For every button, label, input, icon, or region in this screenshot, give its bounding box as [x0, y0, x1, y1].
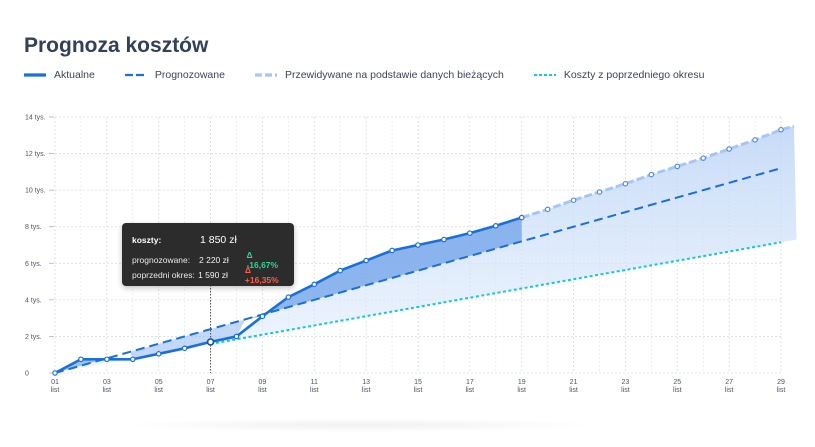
x-tick-label: 01 — [51, 379, 59, 386]
x-tick-sublabel: list — [569, 387, 578, 394]
data-point-aktualne — [389, 247, 395, 254]
legend-item-prognozowane[interactable]: Prognozowane — [124, 69, 225, 81]
x-tick-label: 11 — [311, 379, 318, 386]
x-tick-label: 21 — [570, 379, 578, 386]
data-point-aktualne — [181, 345, 188, 352]
x-tick-sublabel: list — [51, 387, 60, 394]
x-tick-sublabel: list — [414, 387, 423, 394]
x-tick-label: 17 — [466, 379, 474, 386]
data-point-aktualne — [518, 214, 525, 221]
x-tick-sublabel: list — [725, 387, 734, 394]
x-tick-sublabel: list — [673, 387, 682, 394]
legend-item-przewidywane[interactable]: Przewidywane na podstawie danych bieżący… — [254, 69, 504, 81]
data-point-aktualne — [337, 267, 344, 274]
x-tick-label: 23 — [622, 379, 630, 386]
x-tick-sublabel: list — [258, 387, 267, 394]
x-tick-sublabel: list — [517, 387, 526, 394]
legend-swatch-solid-icon — [24, 73, 46, 77]
x-tick-sublabel: list — [777, 387, 786, 394]
data-point-przewidywane — [778, 127, 784, 133]
x-tick-sublabel: list — [466, 387, 475, 394]
y-tick-label: 6 tys. — [25, 261, 42, 268]
data-point-aktualne — [415, 242, 421, 248]
data-point-aktualne — [311, 281, 318, 288]
legend-item-aktualne[interactable]: Aktualne — [24, 69, 95, 81]
tooltip-label: poprzedni okres: — [132, 270, 195, 280]
data-point-aktualne — [492, 223, 499, 229]
data-point-przewidywane — [674, 163, 681, 170]
x-tick-label: 15 — [414, 379, 422, 386]
data-point-aktualne — [155, 350, 162, 357]
x-tick-sublabel: list — [154, 387, 163, 394]
x-tick-label: 03 — [103, 379, 111, 386]
data-point-aktualne — [104, 356, 110, 363]
data-point-aktualne — [206, 338, 215, 346]
legend-label: Koszty z poprzedniego okresu — [563, 69, 705, 81]
data-point-przewidywane — [570, 197, 577, 203]
chart-shadow — [120, 418, 600, 432]
series-line-przewidywane — [521, 124, 795, 220]
legend-item-poprzedni-okres[interactable]: Koszty z poprzedniego okresu — [533, 69, 705, 81]
x-tick-label: 29 — [777, 379, 785, 386]
tooltip-delta: Δ -16,67% — [246, 250, 279, 270]
chart-tooltip: koszty: 1 850 zł prognozowane: 2 220 zł … — [122, 223, 294, 286]
x-tick-sublabel: list — [310, 387, 319, 394]
below-forecast-area — [130, 319, 246, 360]
x-tick-sublabel: list — [206, 387, 215, 394]
data-point-przewidywane — [726, 146, 732, 152]
data-point-przewidywane — [544, 206, 551, 213]
x-tick-label: 13 — [362, 379, 370, 386]
legend-label: Prognozowane — [154, 69, 225, 81]
above-forecast-area — [245, 217, 522, 320]
y-tick-label: 2 tys. — [25, 334, 42, 341]
data-point-aktualne — [259, 313, 266, 320]
x-tick-label: 25 — [673, 379, 681, 386]
chart-legend: Aktualne Prognozowane Przewidywane na po… — [24, 69, 734, 81]
y-tick-label: 8 tys. — [25, 224, 42, 231]
legend-swatch-light-dashed-icon — [254, 73, 277, 77]
tooltip-value: 1 590 zł — [198, 270, 228, 280]
data-point-przewidywane — [648, 171, 655, 178]
page-title: Prognoza kosztów — [24, 34, 209, 57]
x-tick-sublabel: list — [103, 387, 112, 394]
data-point-aktualne — [467, 230, 473, 236]
data-point-przewidywane — [596, 189, 603, 195]
tooltip-label: koszty: — [132, 235, 162, 245]
legend-label: Przewidywane na podstawie danych bieżący… — [284, 69, 504, 81]
x-tick-label: 09 — [259, 379, 267, 386]
x-tick-label: 05 — [155, 379, 163, 386]
tooltip-value: 1 850 zł — [200, 234, 237, 246]
x-tick-label: 07 — [207, 379, 215, 386]
tooltip-delta: Δ +16,35% — [244, 265, 279, 285]
tooltip-row-previous: poprzedni okres: 1 590 zł Δ +16,35% — [132, 265, 286, 285]
tooltip-label: prognozowane: — [132, 255, 191, 265]
data-point-przewidywane — [752, 137, 758, 143]
legend-label: Aktualne — [54, 69, 95, 81]
data-point-aktualne — [363, 257, 369, 264]
x-tick-label: 27 — [725, 379, 733, 386]
data-point-aktualne — [78, 356, 84, 363]
data-point-aktualne — [285, 294, 292, 300]
data-point-przewidywane — [622, 180, 629, 187]
y-tick-label: 14 tys. — [25, 115, 46, 122]
tooltip-value: 2 220 zł — [199, 255, 229, 265]
x-tick-sublabel: list — [362, 387, 371, 394]
data-point-aktualne — [233, 333, 240, 340]
legend-swatch-dashed-icon — [124, 73, 147, 77]
y-tick-label: 0 — [25, 371, 29, 378]
data-point-przewidywane — [700, 155, 706, 161]
x-tick-sublabel: list — [621, 387, 630, 394]
y-tick-label: 4 tys. — [25, 297, 42, 304]
y-tick-label: 12 tys. — [25, 151, 46, 158]
data-point-aktualne — [441, 236, 447, 243]
data-point-aktualne — [129, 356, 136, 363]
tooltip-row-forecast: prognozowane: 2 220 zł Δ -16,67% — [132, 250, 286, 270]
tooltip-row-costs: koszty: 1 850 zł — [132, 234, 286, 246]
y-tick-label: 10 tys. — [25, 188, 46, 195]
legend-swatch-dotted-icon — [533, 74, 556, 76]
x-tick-label: 19 — [518, 379, 526, 386]
